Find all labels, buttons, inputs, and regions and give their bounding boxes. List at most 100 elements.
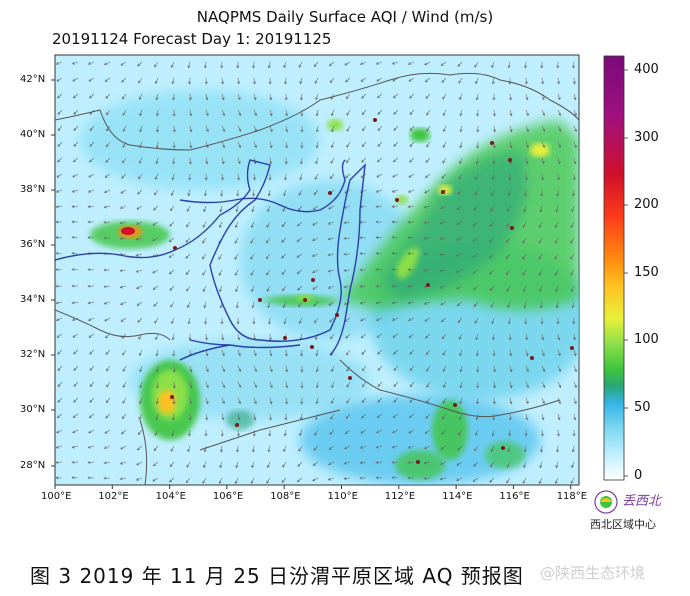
wind-arrow (221, 77, 224, 85)
wind-arrow (218, 477, 223, 484)
wind-arrow (236, 61, 240, 69)
wind-arrow (168, 253, 175, 258)
wind-arrow (300, 125, 304, 133)
wind-arrow (234, 269, 239, 276)
wind-arrow (87, 284, 95, 288)
wind-arrow (490, 445, 495, 452)
wind-arrow (122, 157, 127, 164)
wind-arrow (221, 333, 225, 341)
wind-arrow (57, 93, 63, 99)
wind-arrow (492, 157, 496, 165)
wind-arrow (169, 477, 175, 483)
wind-arrow (393, 381, 399, 387)
wind-arrow (220, 429, 224, 437)
wind-arrow (359, 61, 367, 65)
wind-arrow (135, 269, 143, 273)
wind-arrow (572, 173, 576, 181)
wind-arrow (253, 93, 257, 101)
wind-arrow (299, 429, 303, 437)
wind-arrow (220, 189, 224, 197)
wind-arrow (360, 429, 367, 434)
wind-arrow (296, 269, 303, 274)
wind-arrow (573, 93, 577, 101)
wind-arrow (361, 109, 367, 116)
wind-arrow (525, 141, 529, 149)
wind-arrow (346, 141, 351, 148)
wind-arrow (458, 429, 463, 436)
wind-arrow (72, 173, 79, 178)
wind-arrow (375, 220, 383, 224)
wind-arrow (153, 445, 159, 452)
wind-arrow (509, 349, 513, 357)
wind-arrow (407, 268, 415, 272)
wind-arrow (219, 221, 223, 229)
wind-arrow (56, 429, 63, 434)
wind-arrow (171, 333, 175, 341)
wind-arrow (343, 461, 351, 465)
wind-arrow (87, 205, 95, 209)
wind-arrow (296, 253, 303, 258)
wind-arrow (300, 349, 304, 357)
wind-arrow (73, 397, 79, 403)
wind-arrow (56, 77, 63, 82)
wind-arrow (122, 397, 127, 404)
wind-arrow (492, 397, 496, 405)
wind-arrow (330, 413, 335, 420)
wind-arrow (377, 365, 383, 371)
wind-arrow (155, 93, 159, 101)
wind-arrow (313, 61, 319, 68)
wind-arrow (557, 109, 561, 117)
wind-arrow (170, 189, 175, 196)
wind-arrow (475, 157, 479, 165)
wind-arrow (298, 301, 303, 308)
wind-arrow (472, 285, 479, 291)
wind-arrow (103, 189, 111, 193)
wind-arrow (57, 349, 63, 355)
wind-arrow (554, 477, 559, 484)
wind-arrow (186, 285, 191, 292)
wind-arrow (269, 381, 273, 389)
wind-arrow (188, 77, 192, 85)
wind-arrow (409, 381, 415, 388)
wind-arrow (285, 365, 289, 373)
wind-arrow (105, 109, 111, 116)
colorbar-label: 400 (634, 62, 659, 77)
wind-arrow (522, 477, 527, 484)
wind-arrow (138, 93, 143, 100)
wind-arrow (55, 476, 63, 480)
wind-arrow (187, 317, 191, 325)
wind-arrow (409, 109, 415, 116)
wind-arrow (138, 173, 143, 180)
wind-arrow (252, 61, 256, 69)
wind-arrow (476, 397, 479, 405)
wind-arrow (423, 301, 431, 305)
wind-arrow (299, 317, 303, 325)
wind-arrow (393, 365, 399, 371)
wind-arrow (71, 236, 79, 239)
wind-arrow (409, 349, 415, 355)
wind-arrow (572, 189, 575, 197)
wind-arrow (391, 268, 399, 272)
city-dot (310, 345, 314, 349)
wind-arrow (458, 413, 463, 420)
wind-arrow (71, 61, 79, 65)
longitude-label: 112°E (384, 491, 416, 502)
wind-arrow (391, 445, 399, 449)
wind-arrow (221, 365, 225, 373)
wind-arrow (136, 445, 143, 451)
city-dot (416, 460, 420, 464)
wind-arrow (235, 461, 239, 469)
wind-arrow (55, 317, 63, 321)
wind-arrow (152, 285, 159, 290)
wind-arrow (472, 221, 479, 227)
wind-arrow (313, 445, 319, 451)
wind-arrow (205, 157, 209, 165)
wind-arrow (253, 413, 257, 421)
wind-arrow (423, 221, 431, 224)
wind-arrow (139, 381, 143, 389)
wind-arrow (203, 205, 207, 213)
province-borders (55, 159, 366, 361)
wind-arrow (491, 77, 495, 85)
wind-arrow (186, 461, 191, 468)
wind-arrow (104, 173, 111, 178)
